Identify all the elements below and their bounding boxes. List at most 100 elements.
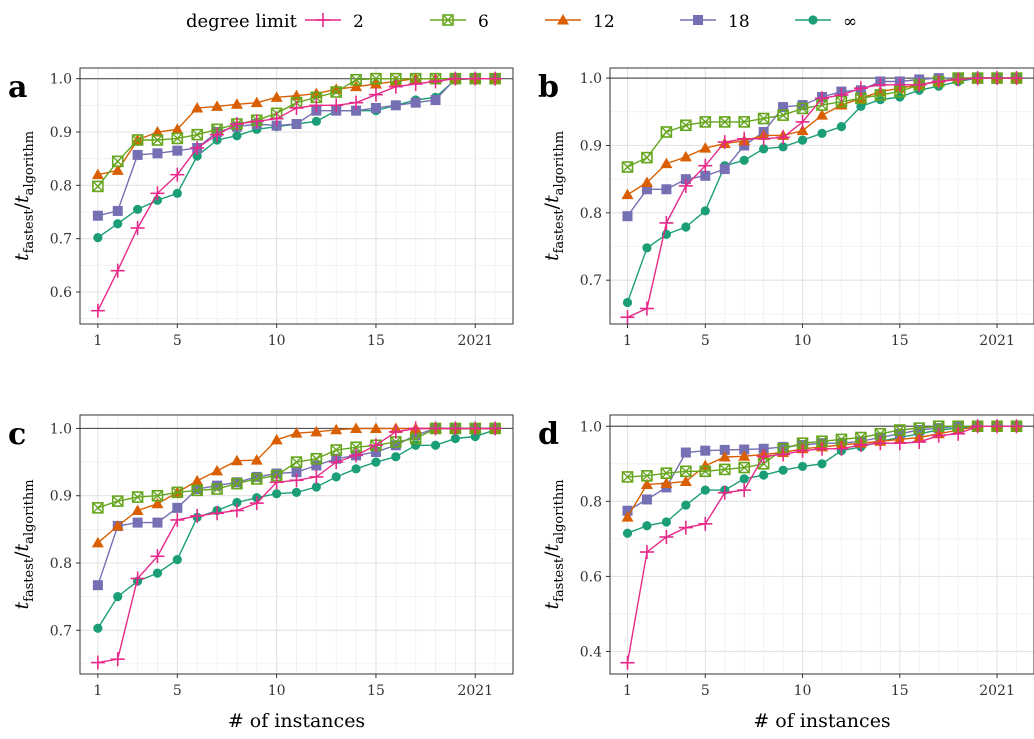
data-point — [210, 506, 225, 521]
data-point — [250, 96, 263, 108]
data-point — [269, 111, 284, 126]
data-point — [90, 303, 105, 318]
data-point — [229, 117, 244, 131]
plot-frame — [79, 414, 514, 675]
data-point — [659, 215, 674, 230]
data-point — [660, 126, 673, 138]
data-point — [718, 463, 731, 476]
data-point — [660, 157, 673, 169]
data-point — [291, 487, 302, 497]
data-point — [970, 71, 985, 86]
data-point — [172, 555, 182, 565]
data-point — [699, 142, 712, 153]
data-point — [853, 438, 868, 453]
x-tick-label: 1 — [93, 683, 102, 699]
data-point — [621, 471, 634, 483]
data-point — [191, 128, 203, 141]
data-point — [329, 455, 344, 470]
data-point — [738, 450, 751, 461]
y-tick-label: 1.0 — [580, 71, 602, 87]
data-point — [778, 142, 788, 152]
data-point — [430, 440, 441, 450]
data-point — [272, 489, 282, 499]
x-tick-label: 10 — [794, 333, 812, 349]
data-point — [390, 100, 401, 111]
data-point — [739, 444, 750, 455]
y-tick-label: 0.7 — [580, 273, 602, 289]
data-point — [853, 81, 868, 96]
x-tick-label: 15 — [891, 333, 909, 349]
data-point — [834, 87, 849, 102]
data-point — [192, 484, 203, 494]
y-tick-label: 0.9 — [580, 138, 602, 154]
plot-frame — [609, 414, 1034, 675]
x-tick-label: 2021 — [979, 683, 1015, 699]
data-point — [93, 623, 103, 633]
y-tick-label: 0.4 — [580, 644, 602, 660]
data-point — [92, 502, 104, 514]
legend-item-2: 12 — [545, 12, 615, 32]
data-point — [291, 119, 302, 129]
data-point — [171, 123, 184, 134]
data-point — [90, 655, 105, 670]
data-point — [680, 447, 691, 458]
data-point — [172, 145, 183, 156]
data-point — [211, 100, 224, 111]
data-point — [172, 188, 182, 198]
data-point — [91, 168, 104, 180]
data-point — [678, 178, 693, 193]
grid — [80, 415, 513, 674]
data-point — [719, 164, 730, 175]
data-point — [621, 161, 634, 173]
data-point — [428, 421, 443, 436]
panel-label: c — [8, 417, 26, 452]
data-point — [133, 204, 143, 214]
x-tick-label: 5 — [173, 333, 182, 349]
data-point — [739, 155, 749, 165]
data-point — [990, 71, 1005, 86]
x-tick-label: 5 — [701, 333, 710, 349]
series-group — [620, 419, 1024, 670]
data-point — [92, 580, 103, 591]
data-point — [390, 440, 401, 451]
data-point — [271, 468, 282, 479]
x-tick-label: 15 — [367, 683, 385, 699]
data-point — [641, 151, 653, 164]
y-tick-label: 0.8 — [50, 178, 72, 194]
data-point — [718, 116, 731, 128]
data-point — [776, 447, 791, 462]
legend-marker — [808, 15, 818, 25]
x-tick-label: 2021 — [457, 683, 493, 699]
data-point — [737, 483, 752, 498]
data-point — [289, 473, 304, 488]
data-point — [756, 449, 771, 464]
data-point — [309, 469, 324, 484]
y-tick-label: 1.0 — [50, 72, 72, 88]
data-point — [737, 131, 752, 146]
data-point — [190, 141, 205, 155]
data-point — [759, 144, 769, 154]
data-point — [621, 188, 634, 200]
x-tick-label: 2021 — [457, 333, 493, 349]
data-point — [249, 496, 264, 511]
panel-label: a — [8, 70, 27, 105]
data-point — [211, 483, 223, 495]
data-point — [817, 128, 827, 138]
data-point — [251, 471, 262, 482]
data-point — [330, 86, 343, 98]
x-tick-label: 1 — [623, 333, 632, 349]
x-tick-label: 10 — [268, 683, 286, 699]
data-point — [951, 426, 966, 441]
data-point — [660, 477, 673, 488]
data-point — [912, 77, 927, 92]
data-point — [349, 448, 364, 463]
data-point — [131, 491, 144, 503]
data-point — [311, 116, 321, 126]
y-tick-label: 1.0 — [50, 421, 72, 437]
y-axis-title: tfastest/talgorithm — [11, 479, 37, 609]
data-point — [150, 549, 165, 564]
data-point — [640, 478, 653, 489]
data-point — [778, 465, 788, 475]
